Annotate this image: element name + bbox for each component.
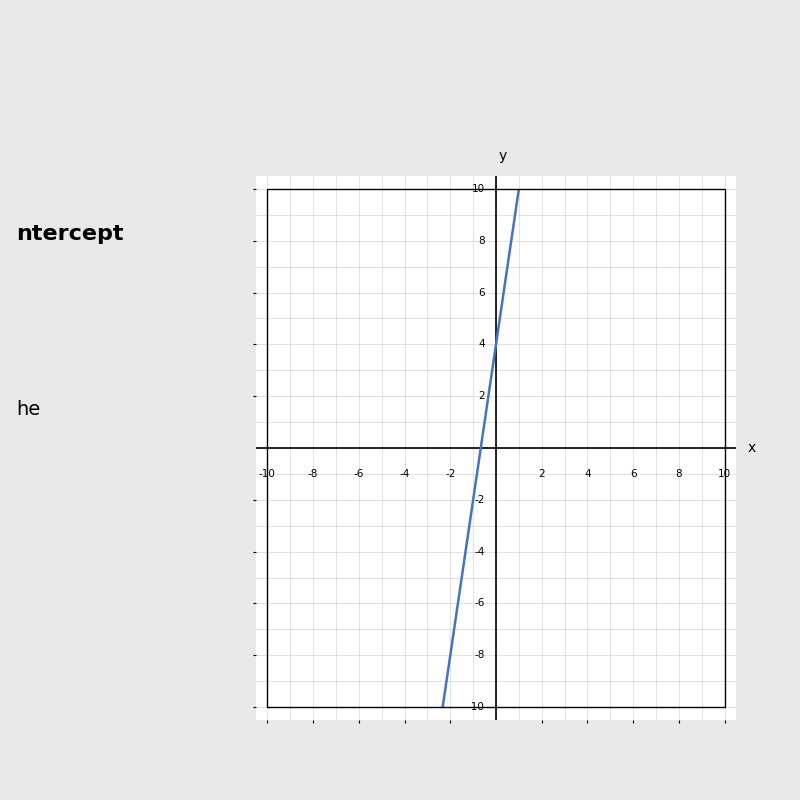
Text: 2: 2: [538, 469, 545, 478]
Text: -2: -2: [445, 469, 455, 478]
Text: -10: -10: [259, 469, 276, 478]
Text: 8: 8: [478, 236, 485, 246]
Text: 6: 6: [630, 469, 637, 478]
Text: he: he: [16, 400, 40, 419]
Text: 8: 8: [675, 469, 682, 478]
Text: 4: 4: [478, 339, 485, 350]
Text: -8: -8: [308, 469, 318, 478]
Text: -2: -2: [474, 495, 485, 505]
Text: 6: 6: [478, 287, 485, 298]
Text: -6: -6: [474, 598, 485, 609]
Text: -4: -4: [399, 469, 410, 478]
Text: 2: 2: [478, 391, 485, 401]
Text: -10: -10: [468, 702, 485, 712]
Text: x: x: [747, 441, 756, 455]
Text: y: y: [498, 149, 507, 163]
Text: -4: -4: [474, 546, 485, 557]
Text: -6: -6: [354, 469, 364, 478]
Text: 10: 10: [718, 469, 731, 478]
Text: -8: -8: [474, 650, 485, 660]
Text: 4: 4: [584, 469, 590, 478]
Text: ntercept: ntercept: [16, 224, 123, 244]
Text: 10: 10: [471, 184, 485, 194]
